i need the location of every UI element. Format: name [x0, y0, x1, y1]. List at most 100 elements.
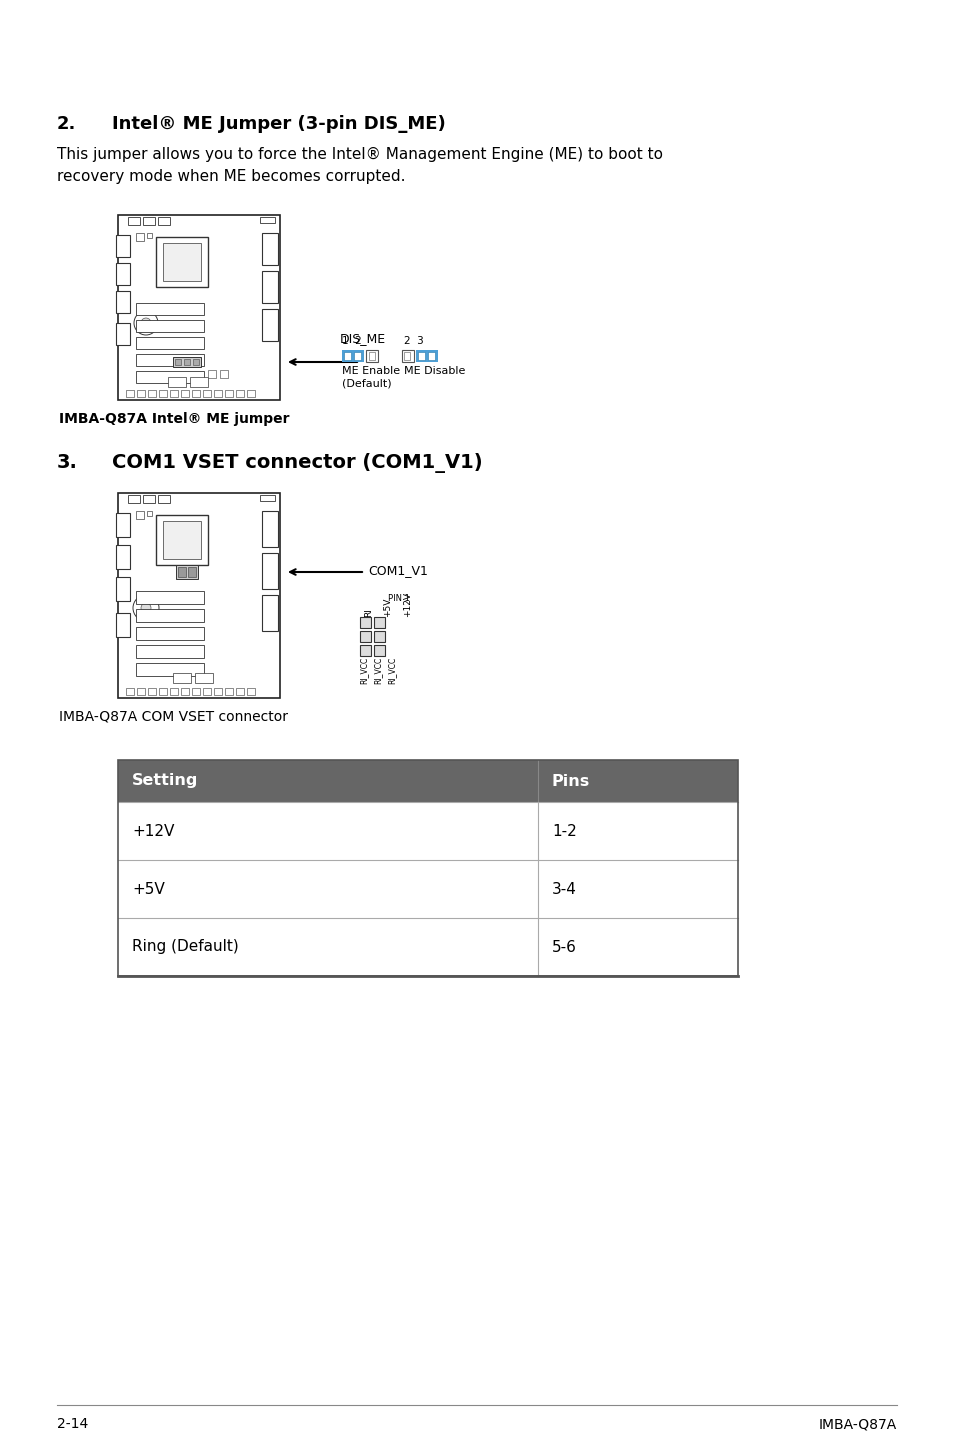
- Bar: [192, 687, 200, 695]
- Bar: [118, 917, 738, 976]
- Text: IMBA-Q87A COM VSET connector: IMBA-Q87A COM VSET connector: [59, 710, 288, 723]
- Bar: [136, 627, 204, 640]
- Bar: [170, 687, 178, 695]
- Bar: [116, 234, 130, 257]
- Text: 1  2: 1 2: [341, 336, 361, 347]
- Bar: [128, 217, 140, 224]
- Text: +12V: +12V: [132, 824, 174, 838]
- Bar: [156, 237, 208, 288]
- Text: 2.: 2.: [57, 115, 76, 132]
- Bar: [213, 687, 222, 695]
- Bar: [118, 216, 280, 400]
- Text: COM1_V1: COM1_V1: [368, 564, 428, 577]
- Bar: [136, 336, 204, 349]
- Bar: [116, 613, 130, 637]
- Bar: [247, 390, 254, 397]
- Text: (Default): (Default): [341, 378, 392, 388]
- Bar: [118, 761, 738, 802]
- Bar: [262, 233, 277, 265]
- Bar: [136, 591, 204, 604]
- Text: ME Enable: ME Enable: [341, 367, 399, 375]
- Bar: [118, 860, 738, 917]
- Bar: [194, 673, 213, 683]
- Text: Setting: Setting: [132, 774, 198, 788]
- Bar: [403, 352, 410, 360]
- Bar: [184, 360, 190, 365]
- Bar: [262, 270, 277, 303]
- Bar: [172, 357, 201, 367]
- Bar: [428, 352, 435, 360]
- Bar: [225, 687, 233, 695]
- Bar: [148, 390, 156, 397]
- Circle shape: [133, 311, 158, 335]
- Bar: [188, 567, 195, 577]
- Bar: [193, 360, 199, 365]
- Bar: [137, 687, 145, 695]
- Bar: [137, 390, 145, 397]
- Bar: [374, 617, 385, 628]
- Text: Pins: Pins: [552, 774, 590, 788]
- Text: IMBA-Q87A Intel® ME jumper: IMBA-Q87A Intel® ME jumper: [59, 413, 289, 426]
- Bar: [136, 354, 204, 367]
- Circle shape: [141, 318, 151, 328]
- Bar: [143, 495, 154, 503]
- Bar: [235, 687, 244, 695]
- Circle shape: [141, 603, 151, 613]
- Bar: [359, 646, 371, 656]
- Bar: [235, 390, 244, 397]
- Text: This jumper allows you to force the Intel® Management Engine (ME) to boot to: This jumper allows you to force the Inte…: [57, 147, 662, 162]
- Bar: [174, 360, 181, 365]
- Bar: [147, 510, 152, 516]
- Text: RI_VCC: RI_VCC: [359, 657, 368, 684]
- Text: DIS_ME: DIS_ME: [339, 332, 386, 345]
- Bar: [128, 495, 140, 503]
- Bar: [220, 370, 228, 378]
- Text: recovery mode when ME becomes corrupted.: recovery mode when ME becomes corrupted.: [57, 170, 405, 184]
- Bar: [168, 377, 186, 387]
- Bar: [156, 515, 208, 565]
- Bar: [136, 510, 144, 519]
- Bar: [136, 663, 204, 676]
- Bar: [181, 390, 189, 397]
- Text: Ring (Default): Ring (Default): [132, 939, 238, 955]
- Bar: [172, 673, 191, 683]
- Bar: [148, 687, 156, 695]
- Text: 5-6: 5-6: [552, 939, 577, 955]
- Bar: [225, 390, 233, 397]
- Bar: [116, 324, 130, 345]
- Text: RI_VCC: RI_VCC: [374, 657, 382, 684]
- Bar: [170, 390, 178, 397]
- Bar: [359, 617, 371, 628]
- Text: IMBA-Q87A: IMBA-Q87A: [818, 1416, 896, 1431]
- Bar: [136, 646, 204, 659]
- Bar: [143, 217, 154, 224]
- Bar: [262, 595, 277, 631]
- Bar: [126, 390, 133, 397]
- Bar: [136, 371, 204, 383]
- Bar: [181, 687, 189, 695]
- Bar: [359, 631, 371, 641]
- Bar: [126, 687, 133, 695]
- Text: RI_VCC: RI_VCC: [387, 657, 396, 684]
- Bar: [247, 687, 254, 695]
- Bar: [116, 263, 130, 285]
- Bar: [136, 321, 204, 332]
- Bar: [354, 352, 360, 360]
- Bar: [116, 577, 130, 601]
- Bar: [208, 370, 215, 378]
- Bar: [192, 390, 200, 397]
- Text: +5V: +5V: [132, 881, 165, 896]
- Bar: [118, 493, 280, 697]
- Bar: [190, 377, 208, 387]
- Bar: [369, 352, 375, 360]
- Bar: [159, 390, 167, 397]
- Bar: [136, 610, 204, 623]
- Text: Intel® ME Jumper (3-pin DIS_ME): Intel® ME Jumper (3-pin DIS_ME): [112, 115, 445, 132]
- Bar: [262, 309, 277, 341]
- Bar: [175, 565, 198, 580]
- Circle shape: [132, 595, 159, 621]
- Bar: [116, 513, 130, 536]
- Text: 3-4: 3-4: [552, 881, 577, 896]
- Bar: [163, 521, 201, 559]
- Bar: [118, 761, 738, 976]
